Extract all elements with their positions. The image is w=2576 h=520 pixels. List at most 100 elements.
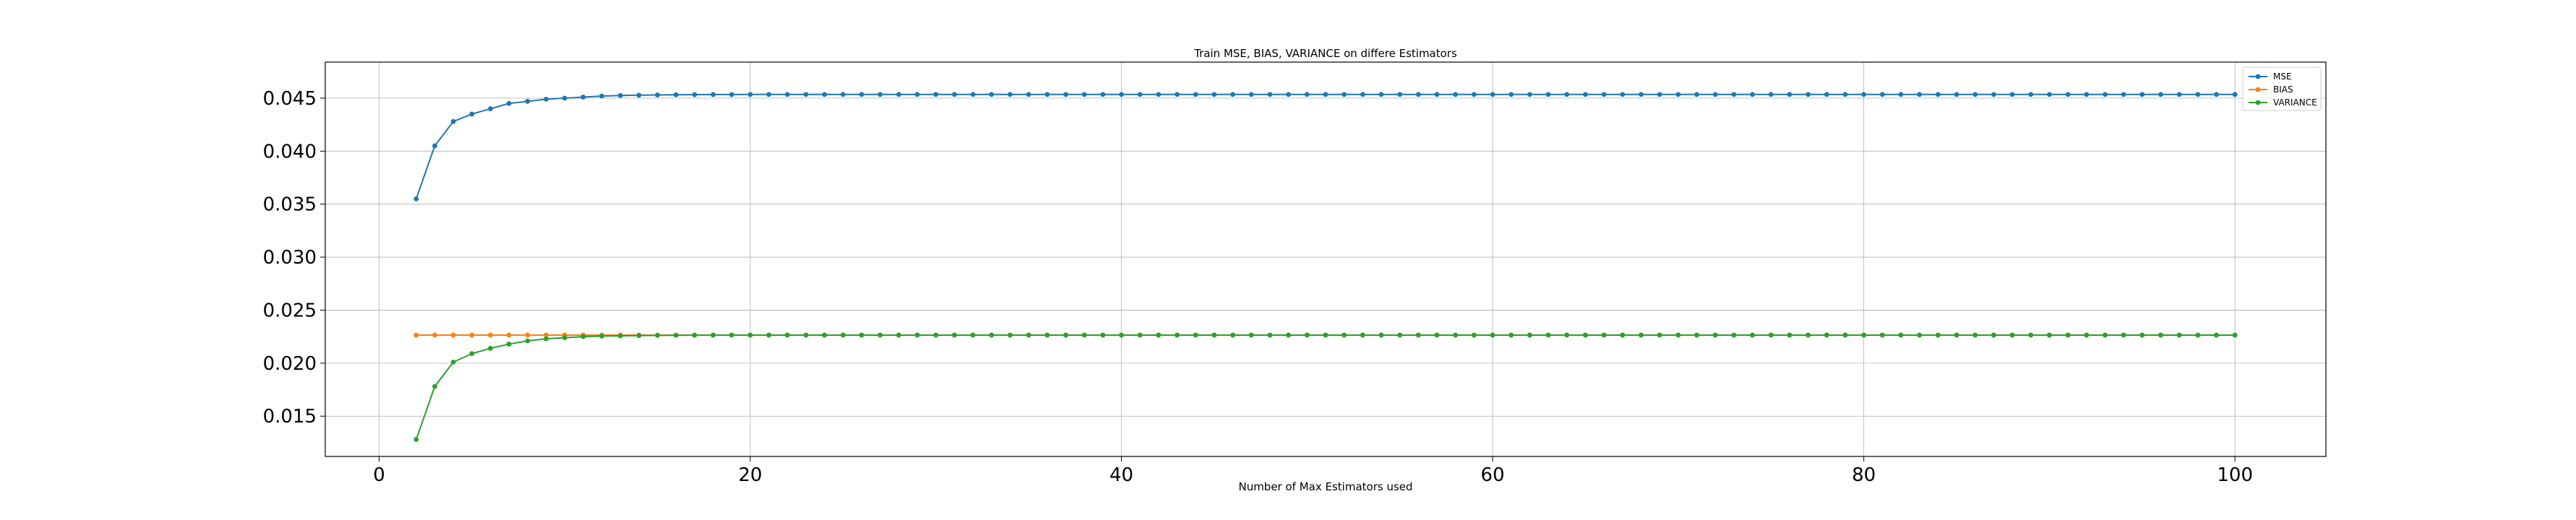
data-point-variance [729, 332, 734, 338]
data-point-variance [859, 332, 864, 338]
data-point-mse [562, 95, 567, 101]
data-point-variance [1434, 332, 1440, 338]
data-point-mse [1472, 92, 1477, 98]
plot-frame [325, 61, 2327, 457]
data-point-variance [1156, 332, 1162, 338]
data-point-mse [952, 92, 957, 98]
data-point-variance [840, 332, 846, 338]
data-point-variance [822, 332, 828, 338]
data-point-mse [766, 92, 772, 98]
data-point-variance [914, 332, 920, 338]
data-point-variance [2121, 332, 2126, 338]
data-point-mse [2158, 92, 2163, 98]
data-point-mse [877, 92, 883, 98]
data-point-variance [1008, 332, 1013, 338]
series-variance [413, 332, 2238, 442]
data-point-variance [1898, 332, 1904, 338]
data-point-mse [1583, 92, 1588, 98]
data-point-mse [544, 96, 549, 102]
data-point-variance [1360, 332, 1365, 338]
series-layer [413, 92, 2238, 442]
data-point-mse [1731, 92, 1737, 98]
x-tick-label: 80 [1852, 464, 1876, 486]
data-point-mse [989, 92, 995, 98]
data-point-variance [1472, 332, 1477, 338]
data-point-variance [1211, 332, 1217, 338]
data-point-variance [747, 332, 753, 338]
data-point-variance [803, 332, 809, 338]
data-point-variance [673, 332, 679, 338]
data-point-mse [599, 93, 604, 99]
data-point-variance [655, 332, 661, 338]
x-tick-label: 40 [1109, 464, 1133, 486]
data-point-variance [1341, 332, 1347, 338]
data-point-variance [933, 332, 939, 338]
data-point-variance [1527, 332, 1532, 338]
legend-label: MSE [2273, 72, 2292, 82]
data-point-mse [1545, 92, 1551, 98]
data-point-mse [1879, 92, 1885, 98]
data-point-mse [1286, 92, 1292, 98]
legend-swatch-marker [2255, 74, 2261, 79]
data-point-mse [1991, 92, 1996, 98]
data-point-variance [525, 338, 531, 344]
data-point-variance [1824, 332, 1829, 338]
data-point-variance [1100, 332, 1106, 338]
data-point-mse [1248, 92, 1254, 98]
legend-label: VARIANCE [2273, 98, 2317, 108]
data-point-variance [1378, 332, 1384, 338]
data-point-mse [784, 92, 790, 98]
data-point-mse [1768, 92, 1774, 98]
data-point-mse [1044, 92, 1050, 98]
data-point-mse [2028, 92, 2034, 98]
data-point-mse [1341, 92, 1347, 98]
data-point-variance [617, 333, 623, 339]
data-point-variance [1119, 332, 1124, 338]
data-point-variance [1601, 332, 1607, 338]
data-point-mse [1304, 92, 1310, 98]
data-point-mse [1081, 92, 1087, 98]
data-point-mse [525, 98, 531, 104]
x-tick-label: 100 [2217, 464, 2253, 486]
data-point-variance [952, 332, 957, 338]
data-point-mse [488, 106, 493, 111]
y-tick-label: 0.045 [263, 88, 317, 110]
data-point-variance [599, 334, 604, 339]
data-point-variance [1806, 332, 1811, 338]
data-point-mse [1935, 92, 1941, 98]
data-point-mse [1657, 92, 1662, 98]
series-line-variance [415, 334, 2236, 440]
data-point-mse [655, 92, 661, 98]
data-point-variance [1081, 332, 1087, 338]
data-point-mse [1415, 92, 1421, 98]
data-point-variance [1731, 332, 1737, 338]
data-point-variance [784, 332, 790, 338]
data-point-mse [2195, 92, 2201, 98]
data-point-variance [1175, 332, 1180, 338]
data-point-variance [877, 332, 883, 338]
legend: MSE BIAS VARIANCE [2242, 66, 2322, 111]
data-point-mse [2009, 92, 2015, 98]
data-point-variance [488, 345, 493, 351]
data-point-variance [1861, 332, 1867, 338]
data-point-variance [2195, 332, 2201, 338]
data-point-variance [1453, 332, 1459, 338]
data-point-mse [1434, 92, 1440, 98]
data-point-variance [1712, 332, 1718, 338]
legend-item-mse: MSE [2249, 72, 2292, 82]
data-point-variance [469, 351, 475, 357]
legend-swatch-marker [2255, 87, 2261, 92]
data-point-mse [1267, 92, 1273, 98]
data-point-mse [822, 92, 828, 98]
data-point-variance [506, 342, 512, 347]
data-point-variance [1768, 332, 1774, 338]
data-point-mse [2103, 92, 2108, 98]
data-point-mse [1787, 92, 1793, 98]
data-point-variance [1657, 332, 1662, 338]
data-point-variance [1267, 332, 1273, 338]
data-point-bias [506, 332, 512, 338]
data-point-variance [2047, 332, 2052, 338]
data-point-mse [1490, 92, 1495, 98]
data-point-mse [1508, 92, 1514, 98]
data-point-variance [2139, 332, 2145, 338]
